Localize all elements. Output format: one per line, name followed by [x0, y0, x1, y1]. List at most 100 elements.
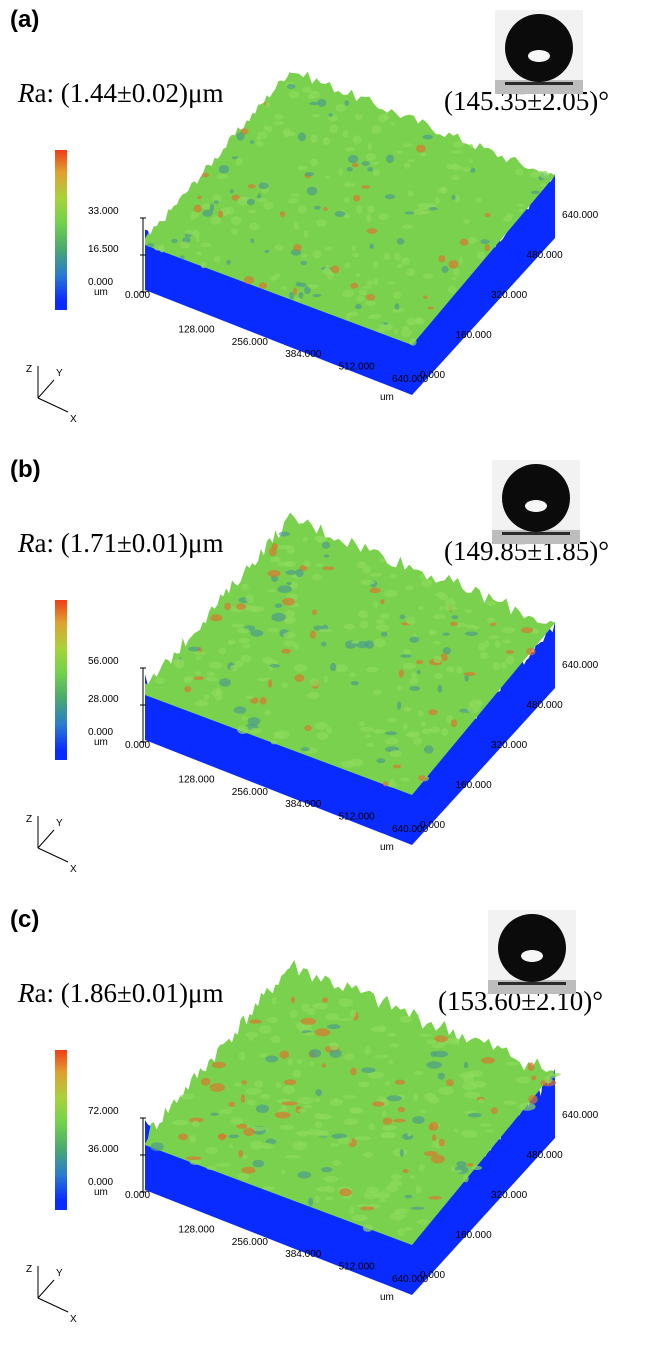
- colorbar-tick-label: 0.000: [88, 727, 114, 738]
- surface-texture-mark: [450, 1166, 456, 1172]
- surface-texture-mark: [329, 1098, 343, 1106]
- surface-texture-mark: [206, 671, 216, 677]
- surface-texture-mark: [240, 1094, 246, 1103]
- surface-texture-mark: [361, 1067, 376, 1073]
- axis-letter-y: Y: [56, 818, 63, 829]
- surface-texture-mark: [283, 640, 297, 647]
- surface-texture-mark: [209, 1083, 225, 1092]
- surface-texture-mark: [410, 1206, 425, 1210]
- surface-texture-mark: [362, 1224, 373, 1232]
- surface-texture-mark: [360, 579, 375, 585]
- surface-texture-mark: [367, 167, 374, 172]
- surface-texture-mark: [171, 238, 178, 244]
- ra-text: a: (1.71±0.01)μm: [34, 528, 224, 558]
- ra-italic-r: R: [18, 978, 35, 1008]
- surface-texture-mark: [479, 651, 489, 660]
- y-tick-label: 480.000: [527, 700, 564, 711]
- surface-texture-mark: [247, 184, 256, 189]
- surface-texture-mark: [347, 154, 359, 164]
- surface-texture-mark: [456, 1161, 467, 1168]
- surface-texture-mark: [296, 1059, 303, 1065]
- surface-texture-mark: [409, 1175, 415, 1180]
- surface-texture-mark: [238, 638, 250, 644]
- surface-texture-mark: [415, 1185, 422, 1194]
- surface-texture-mark: [355, 641, 369, 649]
- surface-texture-mark: [437, 187, 448, 194]
- surface-texture-mark: [341, 760, 355, 769]
- surface-texture-mark: [356, 205, 363, 214]
- surface-texture-mark: [237, 1172, 250, 1181]
- surface-texture-mark: [279, 211, 286, 218]
- surface-texture-mark: [397, 1228, 405, 1237]
- surface-texture-mark: [516, 203, 526, 207]
- surface-texture-mark: [382, 1125, 397, 1131]
- surface-texture-mark: [413, 209, 425, 216]
- x-tick-label: 0.000: [125, 1190, 150, 1201]
- surface-texture-mark: [459, 1072, 475, 1079]
- surface-texture-mark: [325, 1013, 340, 1021]
- y-tick-label: 640.000: [562, 210, 599, 221]
- surface-texture-mark: [267, 589, 277, 593]
- surface-texture-mark: [484, 212, 491, 218]
- surface-texture-mark: [479, 1123, 492, 1127]
- surface-texture-mark: [373, 277, 379, 286]
- surface-texture-mark: [212, 194, 222, 203]
- surface-texture-mark: [189, 1117, 204, 1123]
- surface-texture-mark: [531, 1075, 537, 1081]
- surface-texture-mark: [321, 1063, 326, 1068]
- surface-texture-mark: [450, 719, 458, 728]
- surface-texture-mark: [451, 150, 463, 154]
- surface-texture-mark: [146, 243, 155, 248]
- surface-texture-mark: [480, 239, 490, 245]
- surface-texture-mark: [302, 86, 312, 93]
- colorbar-tick-label: 56.000: [88, 656, 119, 667]
- surface-texture-mark: [250, 238, 255, 244]
- surface-texture-mark: [426, 1039, 437, 1045]
- surface-texture-mark: [433, 673, 444, 679]
- surface-texture-mark: [363, 1190, 378, 1200]
- surface-texture-mark: [210, 614, 223, 622]
- surface-texture-mark: [406, 617, 416, 625]
- surface-texture-mark: [200, 242, 212, 248]
- surface-texture-mark: [293, 221, 299, 231]
- surface-texture-mark: [403, 163, 411, 169]
- surface-texture-mark: [281, 682, 289, 689]
- surface-texture-mark: [530, 190, 540, 194]
- surface-texture-mark: [405, 585, 414, 591]
- surface-texture-mark: [461, 1129, 478, 1138]
- surface-texture-mark: [430, 1051, 437, 1057]
- axis-y-line: [37, 379, 55, 399]
- surface-texture-mark: [387, 281, 395, 285]
- surface-texture-mark: [490, 1107, 498, 1115]
- surface-texture-mark: [419, 1164, 425, 1172]
- x-tick-label: 640.000: [392, 824, 429, 835]
- roughness-value: Ra: (1.44±0.02)μm: [18, 78, 224, 109]
- surface-texture-mark: [437, 1072, 445, 1080]
- surface-texture-mark: [200, 261, 207, 269]
- surface-texture-mark: [288, 90, 300, 99]
- panel-a: (a) Ra: (1.44±0.02)μm (145.35±2.05)° 0.0…: [0, 0, 657, 450]
- surface-texture-mark: [323, 675, 329, 684]
- surface-texture-mark: [290, 581, 299, 590]
- surface-texture-mark: [366, 666, 379, 673]
- surface-texture-mark: [392, 309, 401, 313]
- surface-texture-mark: [501, 627, 516, 634]
- surface-texture-mark: [338, 998, 354, 1007]
- surface-texture-mark: [195, 233, 200, 243]
- surface-texture-mark: [465, 624, 476, 629]
- surface-texture-mark: [471, 1165, 483, 1170]
- surface-texture-mark: [328, 113, 333, 117]
- surface-texture-mark: [219, 678, 231, 687]
- surface-texture-mark: [248, 223, 260, 231]
- surface-texture-mark: [539, 183, 547, 188]
- surface-texture-mark: [247, 717, 261, 726]
- surface-texture-mark: [295, 281, 301, 287]
- surface-texture-mark: [476, 251, 486, 260]
- surface-texture-mark: [292, 1141, 308, 1151]
- surface-texture-mark: [437, 684, 443, 693]
- surface-texture-mark: [432, 1134, 437, 1142]
- surface-texture-mark: [423, 745, 434, 754]
- surface-texture-mark: [464, 631, 479, 637]
- surface-texture-mark: [391, 1173, 402, 1181]
- surface-texture-mark: [486, 600, 496, 607]
